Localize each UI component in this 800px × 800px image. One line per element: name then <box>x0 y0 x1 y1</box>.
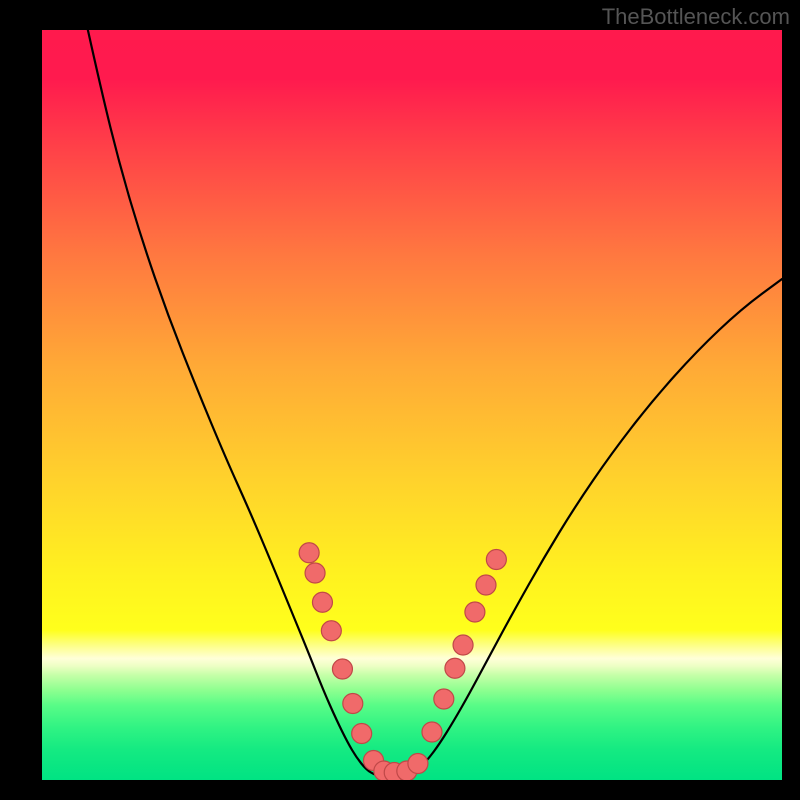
marker-dot <box>299 543 319 563</box>
chart-background <box>42 30 782 780</box>
marker-dot <box>476 575 496 595</box>
marker-dot <box>486 550 506 570</box>
marker-dot <box>422 722 442 742</box>
marker-dot <box>352 724 372 744</box>
marker-dot <box>408 754 428 774</box>
marker-dot <box>465 602 485 622</box>
marker-dot <box>305 563 325 583</box>
plot-area <box>42 30 782 780</box>
marker-dot <box>332 659 352 679</box>
marker-dot <box>343 694 363 714</box>
marker-dot <box>312 592 332 612</box>
marker-dot <box>445 658 465 678</box>
marker-dot <box>434 689 454 709</box>
marker-dot <box>453 635 473 655</box>
chart-canvas <box>42 30 782 780</box>
watermark-text: TheBottleneck.com <box>602 4 790 30</box>
marker-dot <box>321 621 341 641</box>
